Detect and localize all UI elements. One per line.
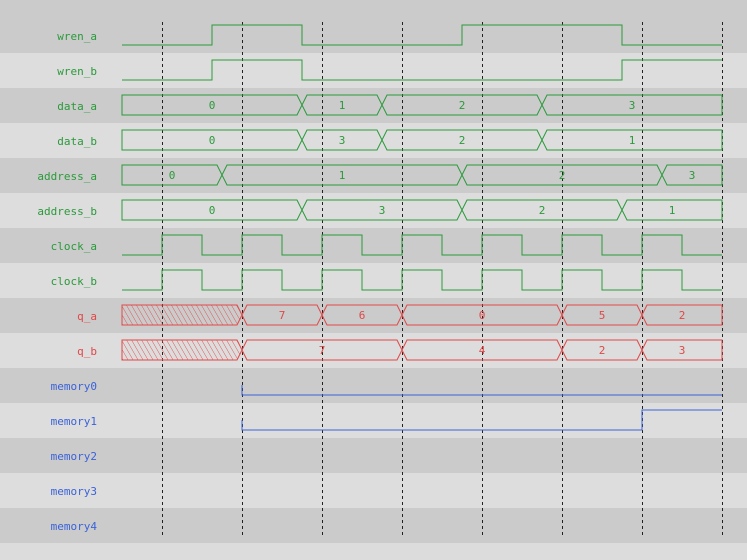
signal-row-memory3 — [0, 473, 747, 508]
signal-label-q_b: q_b — [77, 345, 97, 358]
bus-segment-address_b — [621, 199, 723, 221]
bus-value-address_a: 0 — [169, 169, 176, 182]
signal-label-q_a: q_a — [77, 310, 97, 323]
signal-row-memory2 — [0, 438, 747, 473]
bus-value-address_a: 3 — [689, 169, 696, 182]
signal-row-memory0 — [0, 368, 747, 403]
bus-value-q_b: 7 — [319, 344, 326, 357]
signal-row-address_b — [0, 193, 747, 228]
bus-segment-data_b — [381, 129, 543, 151]
bus-value-data_a: 3 — [629, 99, 636, 112]
signal-row-data_a — [0, 88, 747, 123]
bus-value-q_a: 6 — [359, 309, 366, 322]
signal-row-clock_a — [0, 228, 747, 263]
signal-row-memory1 — [0, 403, 747, 438]
bus-value-address_b: 1 — [669, 204, 676, 217]
bus-value-data_b: 0 — [209, 134, 216, 147]
signal-label-clock_a: clock_a — [51, 240, 97, 253]
bus-segment-q_a — [641, 304, 723, 326]
bus-value-data_a: 1 — [339, 99, 346, 112]
bus-segment-data_a — [541, 94, 723, 116]
bus-segment-q_b — [401, 339, 563, 361]
bus-value-q_a: 5 — [599, 309, 606, 322]
signal-row-wren_a — [0, 18, 747, 53]
bus-segment-q_a — [241, 304, 323, 326]
bus-segment-data_b — [541, 129, 723, 151]
bus-segment-q_b — [241, 339, 403, 361]
bus-segment-q_a — [561, 304, 643, 326]
bus-value-q_a: 0 — [479, 309, 486, 322]
waveform-memory1 — [241, 409, 722, 431]
waveform-wren_b — [122, 59, 722, 81]
bus-value-q_b: 4 — [479, 344, 486, 357]
signal-row-clock_b — [0, 263, 747, 298]
bus-segment-address_a — [661, 164, 723, 186]
signal-label-memory4: memory4 — [51, 520, 98, 533]
bus-value-data_b: 1 — [629, 134, 636, 147]
bus-value-data_b: 3 — [339, 134, 346, 147]
waveform-wren_a — [122, 24, 722, 46]
signal-label-memory0: memory0 — [51, 380, 97, 393]
signal-row-memory4 — [0, 508, 747, 543]
bus-segment-q_a — [401, 304, 563, 326]
bus-value-address_b: 0 — [209, 204, 216, 217]
signal-label-data_b: data_b — [57, 135, 97, 148]
signal-label-wren_a: wren_a — [57, 30, 97, 43]
signal-label-data_a: data_a — [57, 100, 97, 113]
bus-segment-q_b — [561, 339, 643, 361]
signal-label-memory3: memory3 — [51, 485, 97, 498]
waveform-clock_b — [122, 269, 722, 291]
bus-segment-q_b — [121, 339, 243, 361]
signal-label-address_b: address_b — [37, 205, 97, 218]
bus-value-data_b: 2 — [459, 134, 466, 147]
signal-label-address_a: address_a — [37, 170, 97, 183]
bus-value-address_b: 2 — [539, 204, 546, 217]
signal-row-wren_b — [0, 53, 747, 88]
bus-segment-data_b — [301, 129, 383, 151]
signal-row-data_b — [0, 123, 747, 158]
bus-value-address_a: 2 — [559, 169, 566, 182]
bus-segment-address_b — [301, 199, 463, 221]
bus-segment-address_a — [121, 164, 223, 186]
signal-row-q_a — [0, 298, 747, 333]
signal-label-memory2: memory2 — [51, 450, 97, 463]
waveform-memory0 — [241, 385, 722, 396]
bus-value-data_a: 0 — [209, 99, 216, 112]
bus-segment-q_b — [641, 339, 723, 361]
bus-value-q_a: 2 — [679, 309, 686, 322]
waveform-clock_a — [122, 234, 722, 256]
signal-label-wren_b: wren_b — [57, 65, 97, 78]
bus-segment-data_b — [121, 129, 303, 151]
bus-segment-data_a — [381, 94, 543, 116]
bus-segment-address_b — [461, 199, 623, 221]
bus-segment-address_a — [221, 164, 463, 186]
signal-row-q_b — [0, 333, 747, 368]
signal-row-address_a — [0, 158, 747, 193]
bus-value-address_a: 1 — [339, 169, 346, 182]
bus-value-data_a: 2 — [459, 99, 466, 112]
signal-label-clock_b: clock_b — [51, 275, 97, 288]
signal-label-memory1: memory1 — [51, 415, 97, 428]
bus-value-q_b: 3 — [679, 344, 686, 357]
bus-value-q_a: 7 — [279, 309, 286, 322]
bus-value-address_b: 3 — [379, 204, 386, 217]
bus-value-q_b: 2 — [599, 344, 606, 357]
header-band — [0, 0, 747, 18]
bus-segment-address_a — [461, 164, 663, 186]
bus-segment-q_a — [321, 304, 403, 326]
bus-segment-address_b — [121, 199, 303, 221]
bus-segment-q_a — [121, 304, 243, 326]
bus-segment-data_a — [121, 94, 303, 116]
bus-segment-data_a — [301, 94, 383, 116]
